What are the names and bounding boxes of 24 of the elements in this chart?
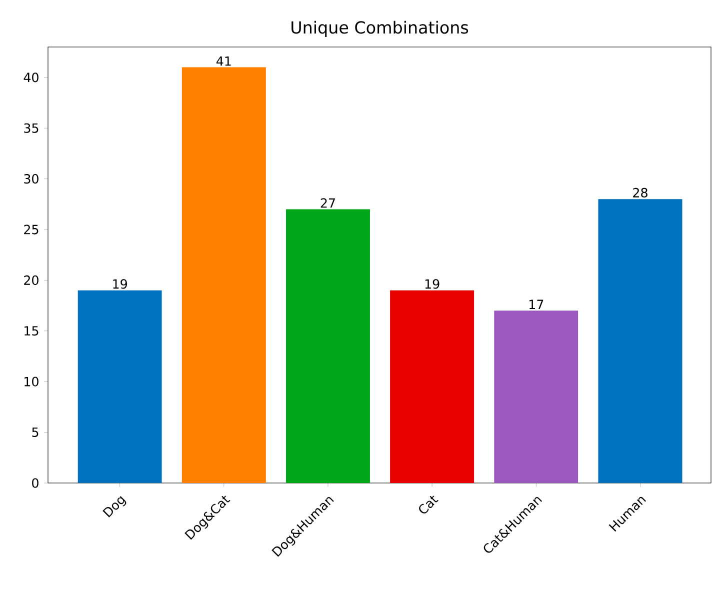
y-tick-label: 25 xyxy=(24,224,38,234)
bar xyxy=(182,67,266,483)
bar xyxy=(494,310,578,483)
y-tick-label: 30 xyxy=(24,174,38,184)
y-tick-label: 40 xyxy=(24,72,38,82)
data-label: 27 xyxy=(320,198,335,208)
x-tick-label: Cat xyxy=(419,496,439,514)
data-label: 28 xyxy=(633,188,648,198)
bar xyxy=(598,199,682,483)
y-tick-label: 20 xyxy=(24,275,38,286)
bar xyxy=(390,290,474,483)
bar xyxy=(78,290,162,483)
y-tick-label: 10 xyxy=(24,376,38,386)
data-label: 41 xyxy=(216,56,231,66)
data-label: 17 xyxy=(529,300,544,310)
y-tick-label: 0 xyxy=(32,478,38,488)
x-tick-label: Dog xyxy=(102,496,126,518)
data-label: 19 xyxy=(113,279,127,289)
bar xyxy=(286,209,370,483)
y-tick-label: 15 xyxy=(24,326,38,336)
data-label: 19 xyxy=(425,279,440,289)
y-tick-label: 35 xyxy=(24,123,38,133)
y-tick-label: 5 xyxy=(32,428,38,438)
chart-title: Unique Combinations xyxy=(292,20,468,37)
